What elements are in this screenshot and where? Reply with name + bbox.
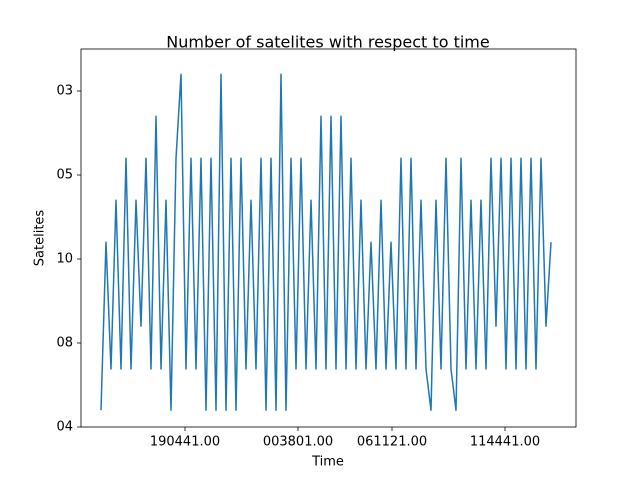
y-tick-label: 10 xyxy=(56,252,73,267)
plot-frame xyxy=(80,48,577,428)
x-tick-label: 061121.00 xyxy=(357,435,427,450)
chart-title: Number of satelites with respect to time xyxy=(166,33,489,52)
x-tick-label: 190441.00 xyxy=(150,435,220,450)
x-tick-label: 003801.00 xyxy=(263,435,333,450)
x-axis-label: Time xyxy=(311,455,344,470)
x-tick-label: 114441.00 xyxy=(470,435,540,450)
data-line xyxy=(100,73,552,411)
y-tick-label: 04 xyxy=(56,420,73,435)
y-axis-label: Satelites xyxy=(33,210,48,267)
y-tick-label: 08 xyxy=(56,336,73,351)
y-tick-label: 05 xyxy=(56,168,73,183)
y-tick-label: 03 xyxy=(56,84,73,99)
